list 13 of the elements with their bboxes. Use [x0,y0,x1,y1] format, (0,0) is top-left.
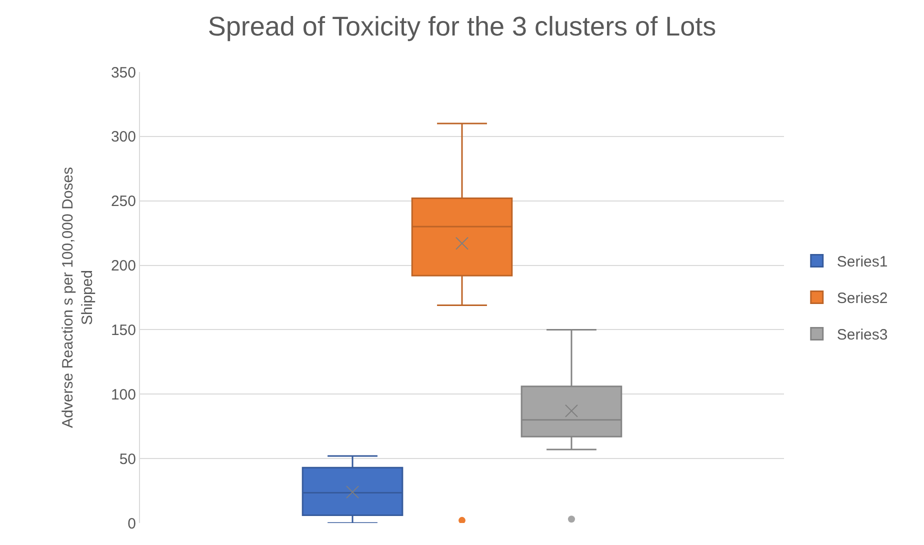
y-tick-label: 350 [110,64,136,82]
legend-label: Series1 [836,254,888,271]
y-tick-label: 50 [119,450,136,468]
y-tick-label: 150 [110,322,136,339]
y-tick-label: 200 [110,258,136,275]
y-tick-label: 0 [128,515,136,532]
chart-title: Spread of Toxicity for the 3 clusters of Lots [208,11,716,42]
legend-label: Series3 [836,326,888,344]
y-tick-label: 300 [110,128,136,146]
y-tick-label: 250 [110,193,136,210]
y-axis-title: Adverse Reaction s per 100,000 Doses Shipped [60,167,96,428]
y-tick-label: 100 [110,386,136,404]
legend-label: Series2 [836,290,888,308]
